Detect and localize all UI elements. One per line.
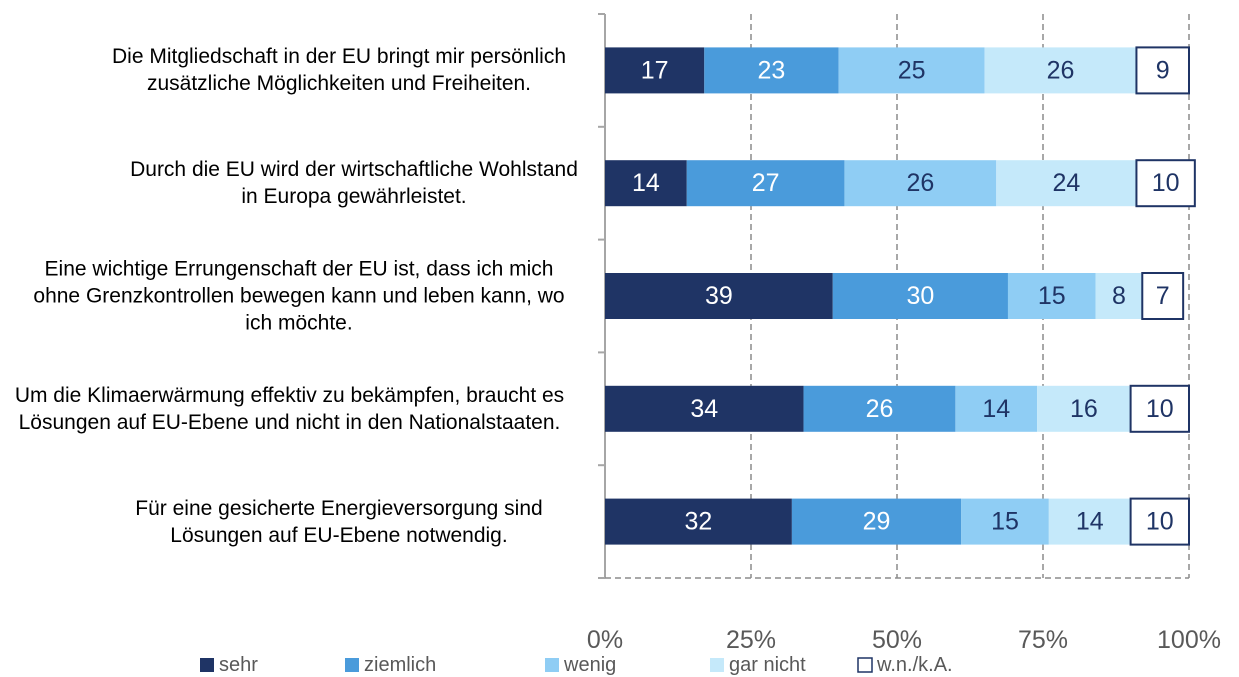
bar-segment — [686, 160, 845, 207]
data-label: 27 — [752, 169, 780, 197]
bar-segment — [1037, 385, 1131, 432]
bar-segment — [955, 385, 1038, 432]
data-label: 23 — [758, 56, 786, 84]
data-label: 9 — [1156, 56, 1170, 84]
data-label: 8 — [1112, 282, 1126, 310]
legend-label: gar nicht — [729, 654, 806, 676]
bar-segment — [791, 498, 962, 545]
bar-segment — [605, 498, 792, 545]
legend-swatch — [857, 657, 873, 673]
bar-segment — [838, 47, 985, 94]
x-tick-label: 25% — [726, 626, 776, 654]
bar-segment — [1141, 272, 1185, 320]
bar-segment — [605, 273, 833, 319]
category-label: Für eine gesicherte Energieversorgung si… — [135, 496, 543, 547]
bar-segment — [1129, 497, 1190, 546]
legend-swatch — [710, 658, 724, 672]
data-label: 15 — [1038, 282, 1066, 310]
bar-segment — [803, 385, 956, 432]
data-label: 15 — [991, 508, 1019, 536]
bar-segment — [1007, 273, 1096, 319]
bar-segment — [1048, 498, 1131, 545]
data-label: 24 — [1052, 169, 1080, 197]
legend-label: wenig — [563, 654, 616, 676]
data-label: 10 — [1152, 169, 1180, 197]
category-label: Die Mitgliedschaft in der EU bringt mir … — [111, 45, 566, 96]
data-label: 29 — [863, 508, 891, 536]
legend-label: w.n./k.A. — [876, 654, 953, 676]
bar-segment — [996, 160, 1137, 207]
x-tick-label: 100% — [1157, 626, 1221, 654]
data-label: 34 — [690, 395, 718, 423]
bar-segment — [1095, 273, 1143, 319]
bar-segment — [1135, 159, 1196, 208]
x-tick-label: 50% — [872, 626, 922, 654]
bar-segment — [704, 47, 839, 94]
data-label: 10 — [1146, 508, 1174, 536]
bar-segment — [844, 160, 997, 207]
legend-label: sehr — [219, 654, 258, 676]
data-label: 32 — [685, 508, 713, 536]
legend-swatch — [345, 658, 359, 672]
data-label: 30 — [906, 282, 934, 310]
data-label: 26 — [1047, 56, 1075, 84]
data-label: 7 — [1156, 282, 1170, 310]
data-label: 25 — [898, 56, 926, 84]
bar-segment — [605, 385, 804, 432]
data-label: 17 — [641, 56, 669, 84]
data-label: 26 — [866, 395, 894, 423]
data-label: 10 — [1146, 395, 1174, 423]
legend-label: ziemlich — [364, 654, 436, 676]
bar-segment — [961, 498, 1049, 545]
bar-segment — [605, 160, 687, 207]
legend-swatch — [200, 658, 214, 672]
category-label: Eine wichtige Errungenschaft der EU ist,… — [33, 257, 565, 335]
bar-segment — [1129, 384, 1190, 433]
bar-segment — [1135, 46, 1190, 95]
category-label: Um die Klimaerwärmung effektiv zu bekämp… — [14, 383, 565, 434]
bar-segment — [832, 273, 1008, 319]
category-label: Durch die EU wird der wirtschaftliche Wo… — [130, 158, 578, 209]
data-label: 39 — [705, 282, 733, 310]
x-tick-label: 0% — [587, 626, 623, 654]
bar-segment — [984, 47, 1137, 94]
data-label: 14 — [1076, 508, 1104, 536]
legend-swatch — [545, 658, 559, 672]
data-label: 16 — [1070, 395, 1098, 423]
data-label: 26 — [906, 169, 934, 197]
bar-segment — [605, 47, 705, 94]
data-label: 14 — [632, 169, 660, 197]
data-label: 14 — [982, 395, 1010, 423]
x-tick-label: 75% — [1018, 626, 1068, 654]
